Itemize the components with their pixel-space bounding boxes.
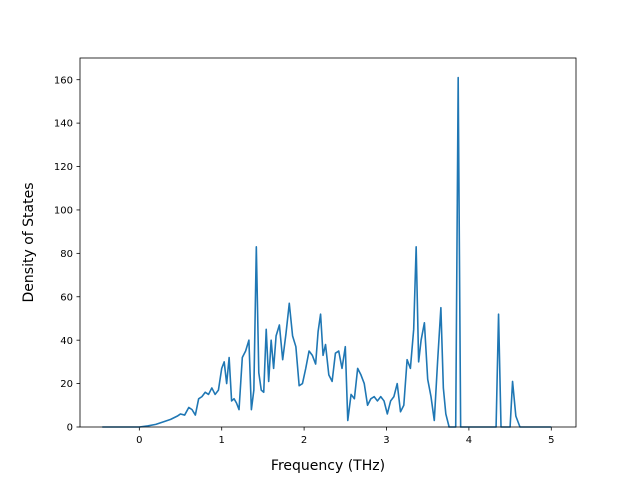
plot-frame	[79, 57, 577, 428]
x-tick-label: 5	[548, 435, 554, 446]
y-tick-label: 0	[67, 423, 73, 434]
y-tick-label: 40	[60, 336, 73, 347]
x-tick-label: 1	[219, 435, 225, 446]
y-tick-label: 100	[54, 206, 73, 217]
y-tick-label: 80	[60, 249, 73, 260]
y-axis-label: Density of States	[21, 183, 37, 303]
x-tick-label: 2	[301, 435, 307, 446]
ticks-layer: 0 1 2 3 4 5 0 20 40 60 80 100 120 140 160	[54, 75, 555, 446]
dos-series-line-0	[102, 76, 552, 428]
y-tick-label: 120	[54, 162, 73, 173]
y-tick-label: 160	[54, 75, 73, 86]
y-tick-label: 60	[60, 292, 73, 303]
x-axis-label: Frequency (THz)	[271, 458, 385, 474]
x-tick-label: 3	[383, 435, 389, 446]
series-layer	[102, 76, 552, 428]
x-tick-label: 4	[466, 435, 472, 446]
y-tick-label: 20	[60, 379, 73, 390]
y-tick-label: 140	[54, 119, 73, 130]
x-tick-label: 0	[136, 435, 142, 446]
